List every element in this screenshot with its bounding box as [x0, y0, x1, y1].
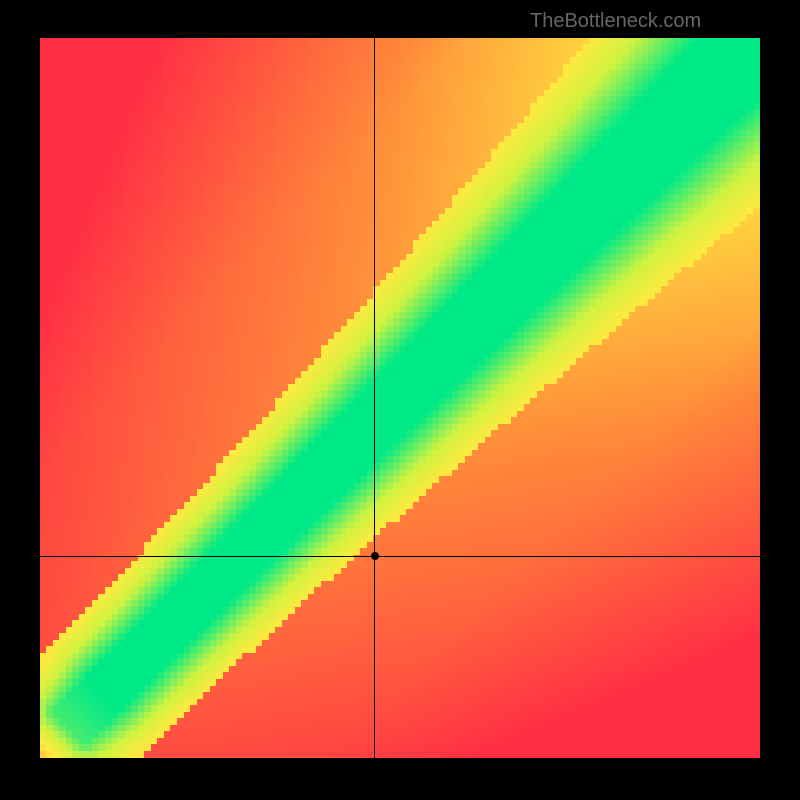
crosshair-vertical: [374, 38, 375, 758]
bottleneck-heatmap: [40, 38, 760, 758]
watermark-text: TheBottleneck.com: [530, 10, 701, 33]
crosshair-horizontal: [40, 556, 760, 557]
